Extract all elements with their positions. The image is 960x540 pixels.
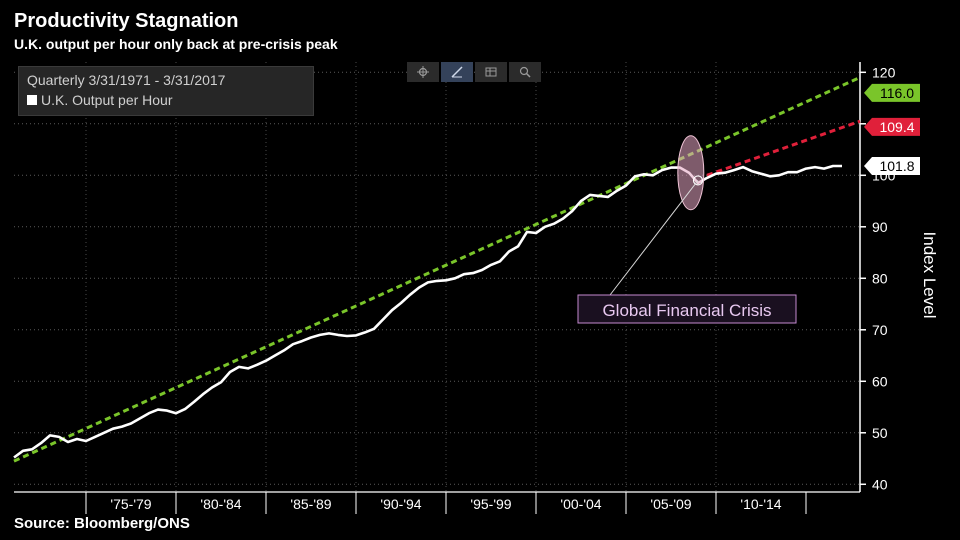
annotation-group: Global Financial Crisis	[577, 135, 797, 324]
legend-entry[interactable]: U.K. Output per Hour	[27, 92, 173, 108]
annotation-pointer	[609, 180, 699, 296]
chart-toolbar	[407, 62, 541, 82]
annotation-point	[692, 175, 704, 186]
y-tick-label: 60	[872, 373, 888, 389]
x-tick-label: '90-'94	[380, 496, 421, 512]
x-tick-label: '10-'14	[740, 496, 781, 512]
value-labels: 116.0 109.4 101.8	[864, 83, 920, 176]
chart-subtitle: U.K. output per hour only back at pre-cr…	[14, 36, 338, 52]
y-tick-label: 120	[872, 64, 896, 80]
value-label: 116.0	[880, 85, 914, 101]
y-tick-label: 80	[872, 270, 888, 286]
x-tick-label: '05-'09	[650, 496, 691, 512]
x-axis: '75-'79 '80-'84 '85-'89 '90-'94 '95-'99 '00-'…	[14, 491, 860, 514]
trend-line	[13, 76, 861, 463]
source-note: Source: Bloomberg/ONS	[14, 515, 190, 532]
trend-lines	[13, 76, 861, 463]
trend-line	[706, 119, 861, 177]
legend-period: Quarterly 3/31/1971 - 3/31/2017	[27, 72, 226, 88]
zoom-icon[interactable]	[509, 62, 541, 82]
value-label-tag	[864, 157, 920, 176]
value-label: 101.8	[879, 158, 914, 174]
value-label-tag	[864, 83, 920, 102]
y-tick-label: 70	[872, 322, 888, 338]
legend-box: Quarterly 3/31/1971 - 3/31/2017 U.K. Out…	[18, 66, 314, 116]
legend-swatch	[27, 95, 37, 105]
draw-line-icon[interactable]	[441, 62, 473, 82]
table-icon[interactable]	[475, 62, 507, 82]
y-axis-label: Index Level	[920, 232, 939, 319]
legend-entry-label: U.K. Output per Hour	[41, 92, 173, 108]
x-tick-label: '80-'84	[200, 496, 241, 512]
x-tick-label: '85-'89	[290, 496, 331, 512]
gridlines	[14, 62, 860, 492]
y-tick-label: 40	[872, 476, 888, 492]
y-tick-label: 90	[872, 219, 888, 235]
value-label: 109.4	[879, 119, 914, 135]
value-label-tag	[864, 117, 920, 136]
x-tick-label: '95-'99	[470, 496, 511, 512]
chart-title: Productivity Stagnation	[14, 10, 239, 32]
x-tick-label: '75-'79	[110, 496, 151, 512]
x-tick-label: '00-'04	[560, 496, 601, 512]
y-tick-label: 50	[872, 425, 888, 441]
crosshair-icon[interactable]	[407, 62, 439, 82]
crisis-highlight	[677, 135, 705, 211]
annotation-box	[577, 294, 797, 324]
annotation-label: Global Financial Crisis	[602, 301, 771, 320]
